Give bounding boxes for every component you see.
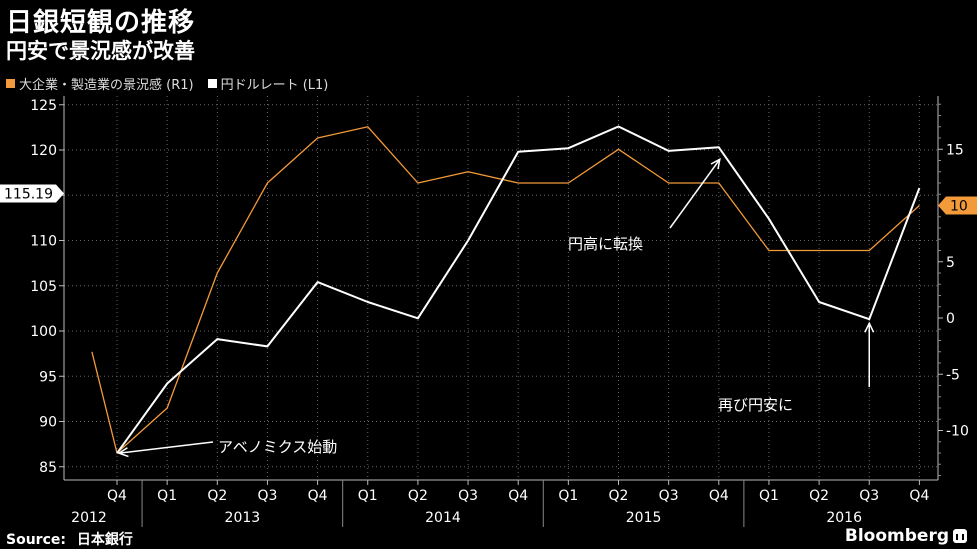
x-quarter-label: Q1 <box>157 488 177 504</box>
x-quarter-label: Q4 <box>308 488 328 504</box>
y-left-tick-label: 90 <box>39 415 57 431</box>
legend: 大企業・製造業の景況感 (R1) 円ドルレート (L1) <box>6 74 328 93</box>
last-value-right: 10 <box>950 199 968 215</box>
annotation-abenomics: アベノミクス始動 <box>218 438 337 456</box>
last-value-left: 115.19 <box>4 187 53 203</box>
annotation-yen-strength: 円高に転換 <box>568 235 643 253</box>
x-quarter-label: Q4 <box>909 488 929 504</box>
x-quarter-label: Q3 <box>458 488 478 504</box>
annotation-yen-weak: 再び円安に <box>718 396 793 414</box>
x-quarter-label: Q3 <box>859 488 879 504</box>
source-note: Source: 日本銀行 <box>6 529 133 549</box>
x-year-label: 2014 <box>425 510 461 526</box>
x-year-label: 2016 <box>826 510 862 526</box>
y-left-tick-label: 85 <box>39 460 57 476</box>
annotation-arrow-abenomics-shaft <box>118 441 214 454</box>
x-quarter-label: Q1 <box>759 488 779 504</box>
x-quarter-label: Q4 <box>709 488 729 504</box>
chart-title: 日銀短観の推移 <box>6 8 196 38</box>
legend-label-usdjpy: 円ドルレート (L1) <box>220 78 329 93</box>
legend-swatch-usdjpy <box>207 79 217 88</box>
chart-subtitle: 円安で景況感が改善 <box>6 39 195 63</box>
y-left-tick-label: 105 <box>30 279 57 295</box>
brand-text: Bloomberg <box>844 526 949 546</box>
annotation-arrow-yen-weak-head <box>864 321 875 333</box>
series-line-usdjpy <box>116 125 921 454</box>
x-quarter-label: Q1 <box>558 488 578 504</box>
y-right-tick-label: -5 <box>946 367 960 383</box>
source-label: Source: <box>6 532 66 548</box>
annotation-arrow-yen-strength-head <box>710 157 721 170</box>
x-quarter-label: Q3 <box>659 488 679 504</box>
y-left-tick-label: 95 <box>39 369 57 385</box>
x-year-label: 2015 <box>626 510 662 526</box>
x-quarter-label: Q2 <box>609 488 629 504</box>
x-year-label: 2013 <box>225 510 261 526</box>
y-left-tick-label: 100 <box>30 324 57 340</box>
x-quarter-label: Q4 <box>508 488 528 504</box>
y-right-tick-label: 5 <box>946 255 955 271</box>
x-quarter-label: Q2 <box>809 488 829 504</box>
legend-item-usdjpy: 円ドルレート (L1) <box>207 74 329 93</box>
series-line-tankan <box>91 126 920 454</box>
y-left-tick-label: 120 <box>30 143 57 159</box>
annotation-arrow-yen-strength-shaft <box>669 158 721 229</box>
legend-label-tankan: 大企業・製造業の景況感 (R1) <box>19 78 194 93</box>
x-quarter-label: Q2 <box>207 488 227 504</box>
x-quarter-label: Q3 <box>257 488 277 504</box>
x-quarter-label: Q2 <box>408 488 428 504</box>
x-year-label: 2012 <box>71 510 107 526</box>
last-value-tag-left <box>0 184 64 203</box>
y-right-tick-label: -10 <box>946 424 969 440</box>
last-value-tag-right <box>938 196 977 215</box>
y-right-tick-label: 15 <box>946 142 964 158</box>
annotation-arrow-abenomics-head <box>117 447 129 458</box>
legend-swatch-tankan <box>6 79 15 88</box>
x-quarter-label: Q1 <box>358 488 378 504</box>
x-quarter-label: Q4 <box>107 488 127 504</box>
legend-item-tankan: 大企業・製造業の景況感 (R1) <box>6 74 194 93</box>
y-right-tick-label: 0 <box>946 311 955 327</box>
bloomberg-terminal-icon <box>953 529 967 543</box>
bloomberg-logo: Bloomberg <box>845 526 967 546</box>
y-left-tick-label: 110 <box>30 234 57 250</box>
source-value: 日本銀行 <box>76 532 133 548</box>
y-left-tick-label: 125 <box>30 98 57 114</box>
